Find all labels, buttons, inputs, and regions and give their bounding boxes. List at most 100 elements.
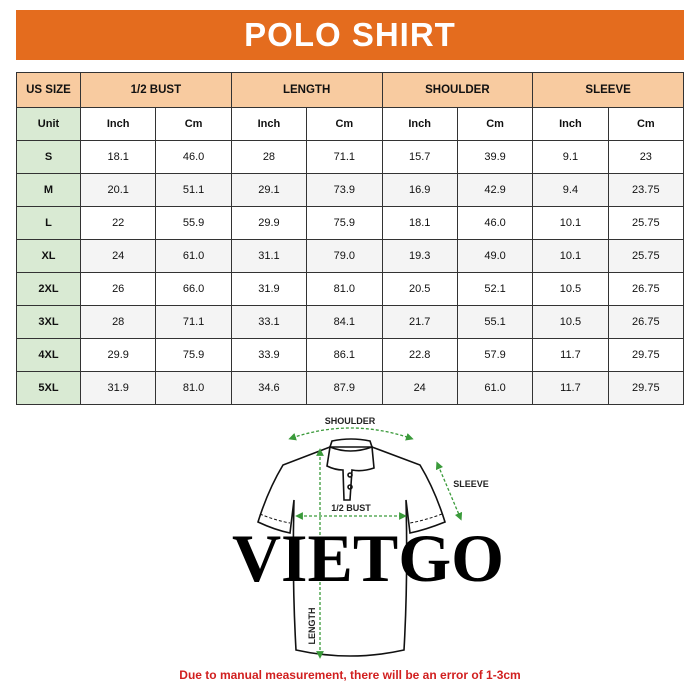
unit-row: Unit Inch Cm Inch Cm Inch Cm Inch Cm: [16, 107, 685, 141]
value-cell: 55.1: [456, 305, 534, 339]
value-cell: 26.75: [607, 305, 685, 339]
value-cell: 10.1: [532, 239, 609, 273]
value-cell: 11.7: [532, 371, 609, 405]
value-cell: 11.7: [532, 338, 609, 372]
size-cell: 2XL: [16, 272, 81, 306]
value-cell: 10.5: [532, 305, 609, 339]
value-cell: 16.9: [381, 173, 458, 207]
value-cell: 79.0: [306, 239, 383, 273]
shoulder-arrow: [288, 427, 414, 441]
size-cell: 4XL: [16, 338, 81, 372]
value-cell: 29.1: [230, 173, 308, 207]
size-cell: S: [16, 140, 81, 174]
value-cell: 52.1: [456, 272, 534, 306]
value-cell: 25.75: [607, 206, 685, 240]
value-cell: 57.9: [456, 338, 534, 372]
unit-cell: Cm: [306, 107, 383, 141]
value-cell: 29.75: [607, 371, 685, 405]
value-cell: 51.1: [155, 173, 232, 207]
header-shoulder: SHOULDER: [381, 72, 534, 108]
value-cell: 23.75: [607, 173, 685, 207]
table-row: 4XL 29.9 75.9 33.9 86.1 22.8 57.9 11.7 29.75: [16, 338, 685, 372]
header-row: US SIZE 1/2 BUST LENGTH SHOULDER SLEEVE: [16, 72, 684, 108]
value-cell: 18.1: [79, 140, 157, 174]
unit-cell: Cm: [155, 107, 232, 141]
value-cell: 28: [79, 305, 157, 339]
value-cell: 20.5: [381, 272, 458, 306]
value-cell: 55.9: [155, 206, 232, 240]
size-chart-table: US SIZE 1/2 BUST LENGTH SHOULDER SLEEVE …: [16, 72, 685, 405]
unit-cell: Inch: [230, 107, 308, 141]
value-cell: 26.75: [607, 272, 685, 306]
measurement-arrows: [288, 427, 463, 659]
header-sleeve: SLEEVE: [532, 72, 684, 108]
value-cell: 87.9: [306, 371, 383, 405]
table-row: 5XL 31.9 81.0 34.6 87.9 24 61.0 11.7 29.75: [16, 371, 685, 405]
value-cell: 15.7: [381, 140, 458, 174]
value-cell: 29.9: [230, 206, 308, 240]
value-cell: 81.0: [155, 371, 232, 405]
value-cell: 46.0: [456, 206, 534, 240]
value-cell: 9.4: [532, 173, 609, 207]
length-label: LENGTH: [307, 608, 317, 645]
value-cell: 24: [381, 371, 458, 405]
size-cell: XL: [16, 239, 81, 273]
value-cell: 22.8: [381, 338, 458, 372]
unit-cell: Cm: [456, 107, 534, 141]
value-cell: 73.9: [306, 173, 383, 207]
unit-cell: Inch: [532, 107, 609, 141]
shirt-diagram: SHOULDER SLEEVE 1/2 BUST LENGTH: [257, 416, 489, 659]
value-cell: 46.0: [155, 140, 232, 174]
unit-label: Unit: [16, 107, 81, 141]
table-row: S 18.1 46.0 28 71.1 15.7 39.9 9.1 23: [16, 140, 685, 174]
watermark: VIETGO: [231, 520, 505, 596]
value-cell: 75.9: [155, 338, 232, 372]
shoulder-label: SHOULDER: [325, 416, 376, 426]
value-cell: 28: [230, 140, 308, 174]
header-length: LENGTH: [230, 72, 383, 108]
value-cell: 29.75: [607, 338, 685, 372]
page-title: POLO SHIRT: [16, 10, 684, 60]
table-row: L 22 55.9 29.9 75.9 18.1 46.0 10.1 25.75: [16, 206, 685, 240]
shirt-outline: [257, 438, 446, 657]
value-cell: 29.9: [79, 338, 157, 372]
size-cell: 5XL: [16, 371, 81, 405]
value-cell: 24: [79, 239, 157, 273]
measurement-note: Due to manual measurement, there will be…: [179, 668, 521, 682]
value-cell: 42.9: [456, 173, 534, 207]
sleeve-arrow: [435, 461, 463, 521]
unit-cell: Cm: [607, 107, 685, 141]
value-cell: 20.1: [79, 173, 157, 207]
value-cell: 66.0: [155, 272, 232, 306]
size-cell: L: [16, 206, 81, 240]
value-cell: 75.9: [306, 206, 383, 240]
value-cell: 21.7: [381, 305, 458, 339]
value-cell: 19.3: [381, 239, 458, 273]
value-cell: 39.9: [456, 140, 534, 174]
value-cell: 33.1: [230, 305, 308, 339]
header-us-size: US SIZE: [16, 72, 81, 108]
value-cell: 22: [79, 206, 157, 240]
value-cell: 61.0: [155, 239, 232, 273]
table-row: 3XL 28 71.1 33.1 84.1 21.7 55.1 10.5 26.75: [16, 305, 685, 339]
value-cell: 61.0: [456, 371, 534, 405]
value-cell: 26: [79, 272, 157, 306]
value-cell: 25.75: [607, 239, 685, 273]
table-row: M 20.1 51.1 29.1 73.9 16.9 42.9 9.4 23.75: [16, 173, 685, 207]
value-cell: 9.1: [532, 140, 609, 174]
value-cell: 71.1: [155, 305, 232, 339]
sleeve-label: SLEEVE: [453, 479, 489, 489]
value-cell: 18.1: [381, 206, 458, 240]
value-cell: 33.9: [230, 338, 308, 372]
table-row: 2XL 26 66.0 31.9 81.0 20.5 52.1 10.5 26.75: [16, 272, 685, 306]
bust-label: 1/2 BUST: [331, 503, 371, 513]
unit-cell: Inch: [381, 107, 458, 141]
value-cell: 86.1: [306, 338, 383, 372]
value-cell: 23: [607, 140, 685, 174]
size-cell: 3XL: [16, 305, 81, 339]
value-cell: 81.0: [306, 272, 383, 306]
value-cell: 71.1: [306, 140, 383, 174]
value-cell: 31.1: [230, 239, 308, 273]
table-row: XL 24 61.0 31.1 79.0 19.3 49.0 10.1 25.75: [16, 239, 685, 273]
value-cell: 49.0: [456, 239, 534, 273]
